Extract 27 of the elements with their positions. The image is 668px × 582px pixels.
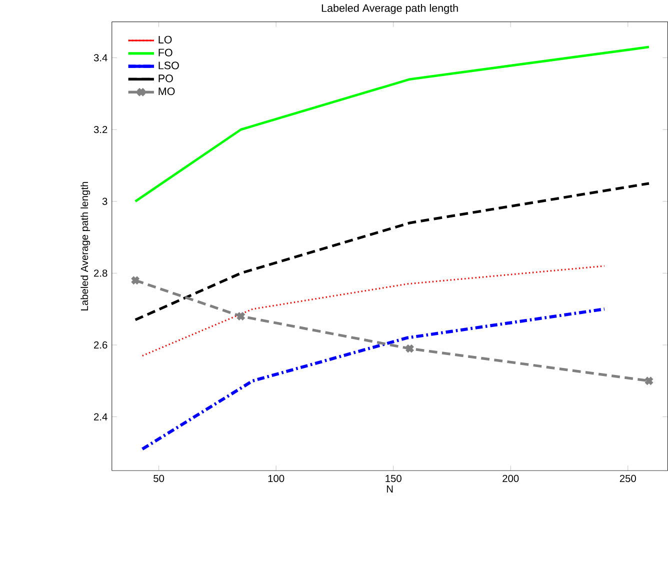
y-tick-label: 3.2 <box>94 126 108 134</box>
line-series <box>134 182 650 322</box>
x-tick-label: 200 <box>502 474 519 482</box>
y-tick-label: 2.4 <box>94 413 108 420</box>
x-axis-title: N <box>386 486 393 493</box>
legend-label: LO <box>158 36 172 44</box>
point <box>236 312 246 322</box>
x-tick-label: 100 <box>268 474 284 482</box>
point <box>644 376 654 386</box>
y-tick-label: 2.8 <box>94 270 108 277</box>
x-tick-label: 250 <box>620 474 636 482</box>
y-tick-label: 3 <box>102 198 108 205</box>
line-series <box>140 308 606 451</box>
x-tick-label: 150 <box>386 474 402 482</box>
x-tick-label: 50 <box>154 474 164 482</box>
line-series <box>134 46 650 203</box>
chart-title: Labeled Average path length <box>322 4 458 14</box>
legend-label: PO <box>158 74 173 82</box>
y-tick-label: 3.4 <box>94 54 108 62</box>
point <box>405 344 415 354</box>
legend-label: MO <box>158 88 175 96</box>
legend-label: LSO <box>158 62 179 70</box>
line-series <box>142 265 606 357</box>
y-tick-label: 2.6 <box>94 341 108 349</box>
legend-label: FO <box>158 48 172 56</box>
point <box>130 276 140 286</box>
y-axis-title: Labeled Average path length <box>80 182 90 310</box>
